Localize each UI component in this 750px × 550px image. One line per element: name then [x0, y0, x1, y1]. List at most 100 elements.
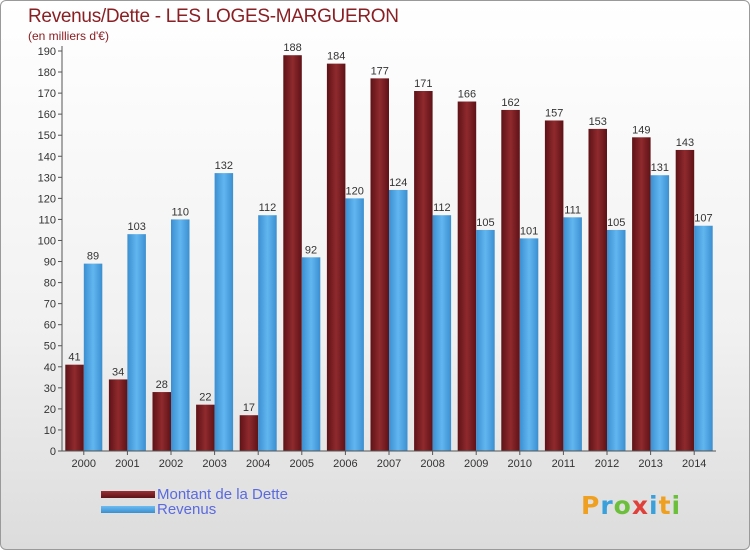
y-tick-label: 170 [38, 88, 56, 100]
value-label-revenus: 105 [476, 217, 494, 229]
x-tick-label: 2004 [246, 458, 270, 470]
bar-revenus [607, 229, 626, 451]
value-label-dette: 153 [589, 116, 607, 128]
value-label-revenus: 111 [564, 204, 581, 216]
legend-label-dette: Montant de la Dette [157, 485, 288, 503]
chart-subtitle: (en milliers d'€) [28, 29, 109, 43]
y-tick-label: 0 [50, 446, 56, 458]
x-tick-label: 2005 [290, 458, 314, 470]
bar-dette [239, 415, 259, 451]
bar-dette [588, 128, 607, 451]
y-tick-label: 190 [38, 46, 56, 58]
legend-item-revenus: Revenus [101, 500, 217, 518]
bar-dette [283, 55, 302, 452]
chart-title: Revenus/Dette - LES LOGES-MARGUERON [28, 6, 399, 27]
bar-revenus [214, 173, 234, 451]
x-tick-label: 2012 [595, 458, 619, 470]
y-tick-label: 20 [44, 404, 56, 416]
x-tick-label: 2003 [202, 458, 226, 470]
x-tick-label: 2013 [638, 458, 662, 470]
x-tick-label: 2006 [333, 458, 357, 470]
value-label-revenus: 112 [259, 202, 277, 214]
bar-dette [501, 109, 520, 452]
bar-dette [370, 78, 389, 452]
logo-letter: o [613, 491, 632, 520]
value-label-revenus: 101 [520, 225, 538, 237]
x-tick-label: 2011 [552, 458, 576, 470]
y-tick-label: 30 [44, 383, 56, 395]
value-label-revenus: 112 [433, 202, 451, 214]
bar-revenus [694, 225, 713, 451]
value-label-revenus: 89 [87, 251, 99, 263]
logo-letter: P [581, 491, 601, 520]
bar-dette [152, 392, 171, 451]
y-tick-label: 100 [38, 235, 56, 247]
y-tick-label: 130 [38, 172, 56, 184]
y-tick-label: 120 [38, 193, 56, 205]
y-tick-label: 60 [44, 320, 56, 332]
bar-dette [457, 101, 477, 452]
legend-swatch-dette [101, 490, 155, 498]
value-label-revenus: 103 [127, 221, 145, 233]
value-label-dette: 149 [632, 124, 650, 136]
y-tick-label: 80 [44, 278, 56, 290]
y-tick-label: 70 [44, 299, 56, 311]
bar-dette [108, 379, 128, 451]
legend-item-dette: Montant de la Dette [101, 485, 288, 503]
y-tick-label: 90 [44, 257, 56, 269]
proxiti-logo: Proxiti [581, 491, 681, 520]
value-label-dette: 41 [68, 352, 80, 364]
x-axis: 2000 2001 2002 2003 2004 2005 2006 2007 2008 2009… [62, 450, 716, 470]
x-tick-label: 2014 [682, 458, 706, 470]
logo-letter: t [658, 491, 672, 520]
value-label-dette: 28 [156, 379, 168, 391]
x-tick-label: 2000 [72, 458, 96, 470]
bars-group: 41 89 34 103 28 110 22 132 17 112 188 92 184 120 177 12… [65, 42, 713, 452]
bar-revenus [432, 215, 452, 451]
value-label-dette: 162 [501, 97, 519, 109]
y-tick-label: 40 [44, 362, 56, 374]
bar-dette [675, 149, 695, 451]
value-label-dette: 171 [414, 78, 432, 90]
x-tick-label: 2009 [464, 458, 488, 470]
bar-revenus [650, 175, 670, 452]
bar-revenus [389, 189, 408, 451]
value-label-dette: 22 [199, 392, 211, 404]
bar-dette [196, 404, 215, 451]
value-label-revenus: 105 [607, 217, 625, 229]
y-tick-label: 150 [38, 130, 56, 142]
bar-revenus [476, 229, 495, 451]
value-label-revenus: 110 [171, 206, 189, 218]
y-tick-label: 110 [38, 214, 56, 226]
bar-dette [326, 63, 346, 451]
bar-dette [414, 91, 433, 451]
x-tick-label: 2008 [420, 458, 444, 470]
bar-revenus [83, 263, 103, 451]
x-tick-label: 2001 [115, 458, 139, 470]
bar-dette [632, 137, 651, 451]
logo-letter: r [600, 491, 614, 520]
value-label-dette: 157 [545, 107, 563, 119]
legend-label-revenus: Revenus [157, 500, 217, 518]
value-label-dette: 17 [243, 402, 255, 414]
value-label-revenus: 107 [694, 213, 712, 225]
value-label-dette: 177 [371, 65, 389, 77]
y-axis: 0 10 20 30 40 50 60 70 80 90 100 110 120 130 140 150 160… [38, 46, 63, 458]
value-label-revenus: 132 [215, 160, 233, 172]
value-label-dette: 188 [283, 42, 301, 54]
bar-revenus [171, 219, 190, 451]
logo-letter: i [671, 491, 682, 520]
value-label-dette: 166 [458, 89, 476, 101]
value-label-revenus: 92 [305, 244, 317, 256]
y-tick-label: 160 [38, 109, 56, 121]
bar-dette [65, 364, 84, 451]
bar-revenus [519, 238, 539, 451]
value-label-dette: 34 [112, 366, 124, 378]
logo-letter: x [631, 491, 649, 520]
x-tick-label: 2002 [159, 458, 183, 470]
y-tick-label: 180 [38, 67, 56, 79]
legend-swatch-revenus [101, 505, 155, 513]
value-label-revenus: 124 [389, 177, 407, 189]
value-label-revenus: 131 [651, 162, 669, 174]
